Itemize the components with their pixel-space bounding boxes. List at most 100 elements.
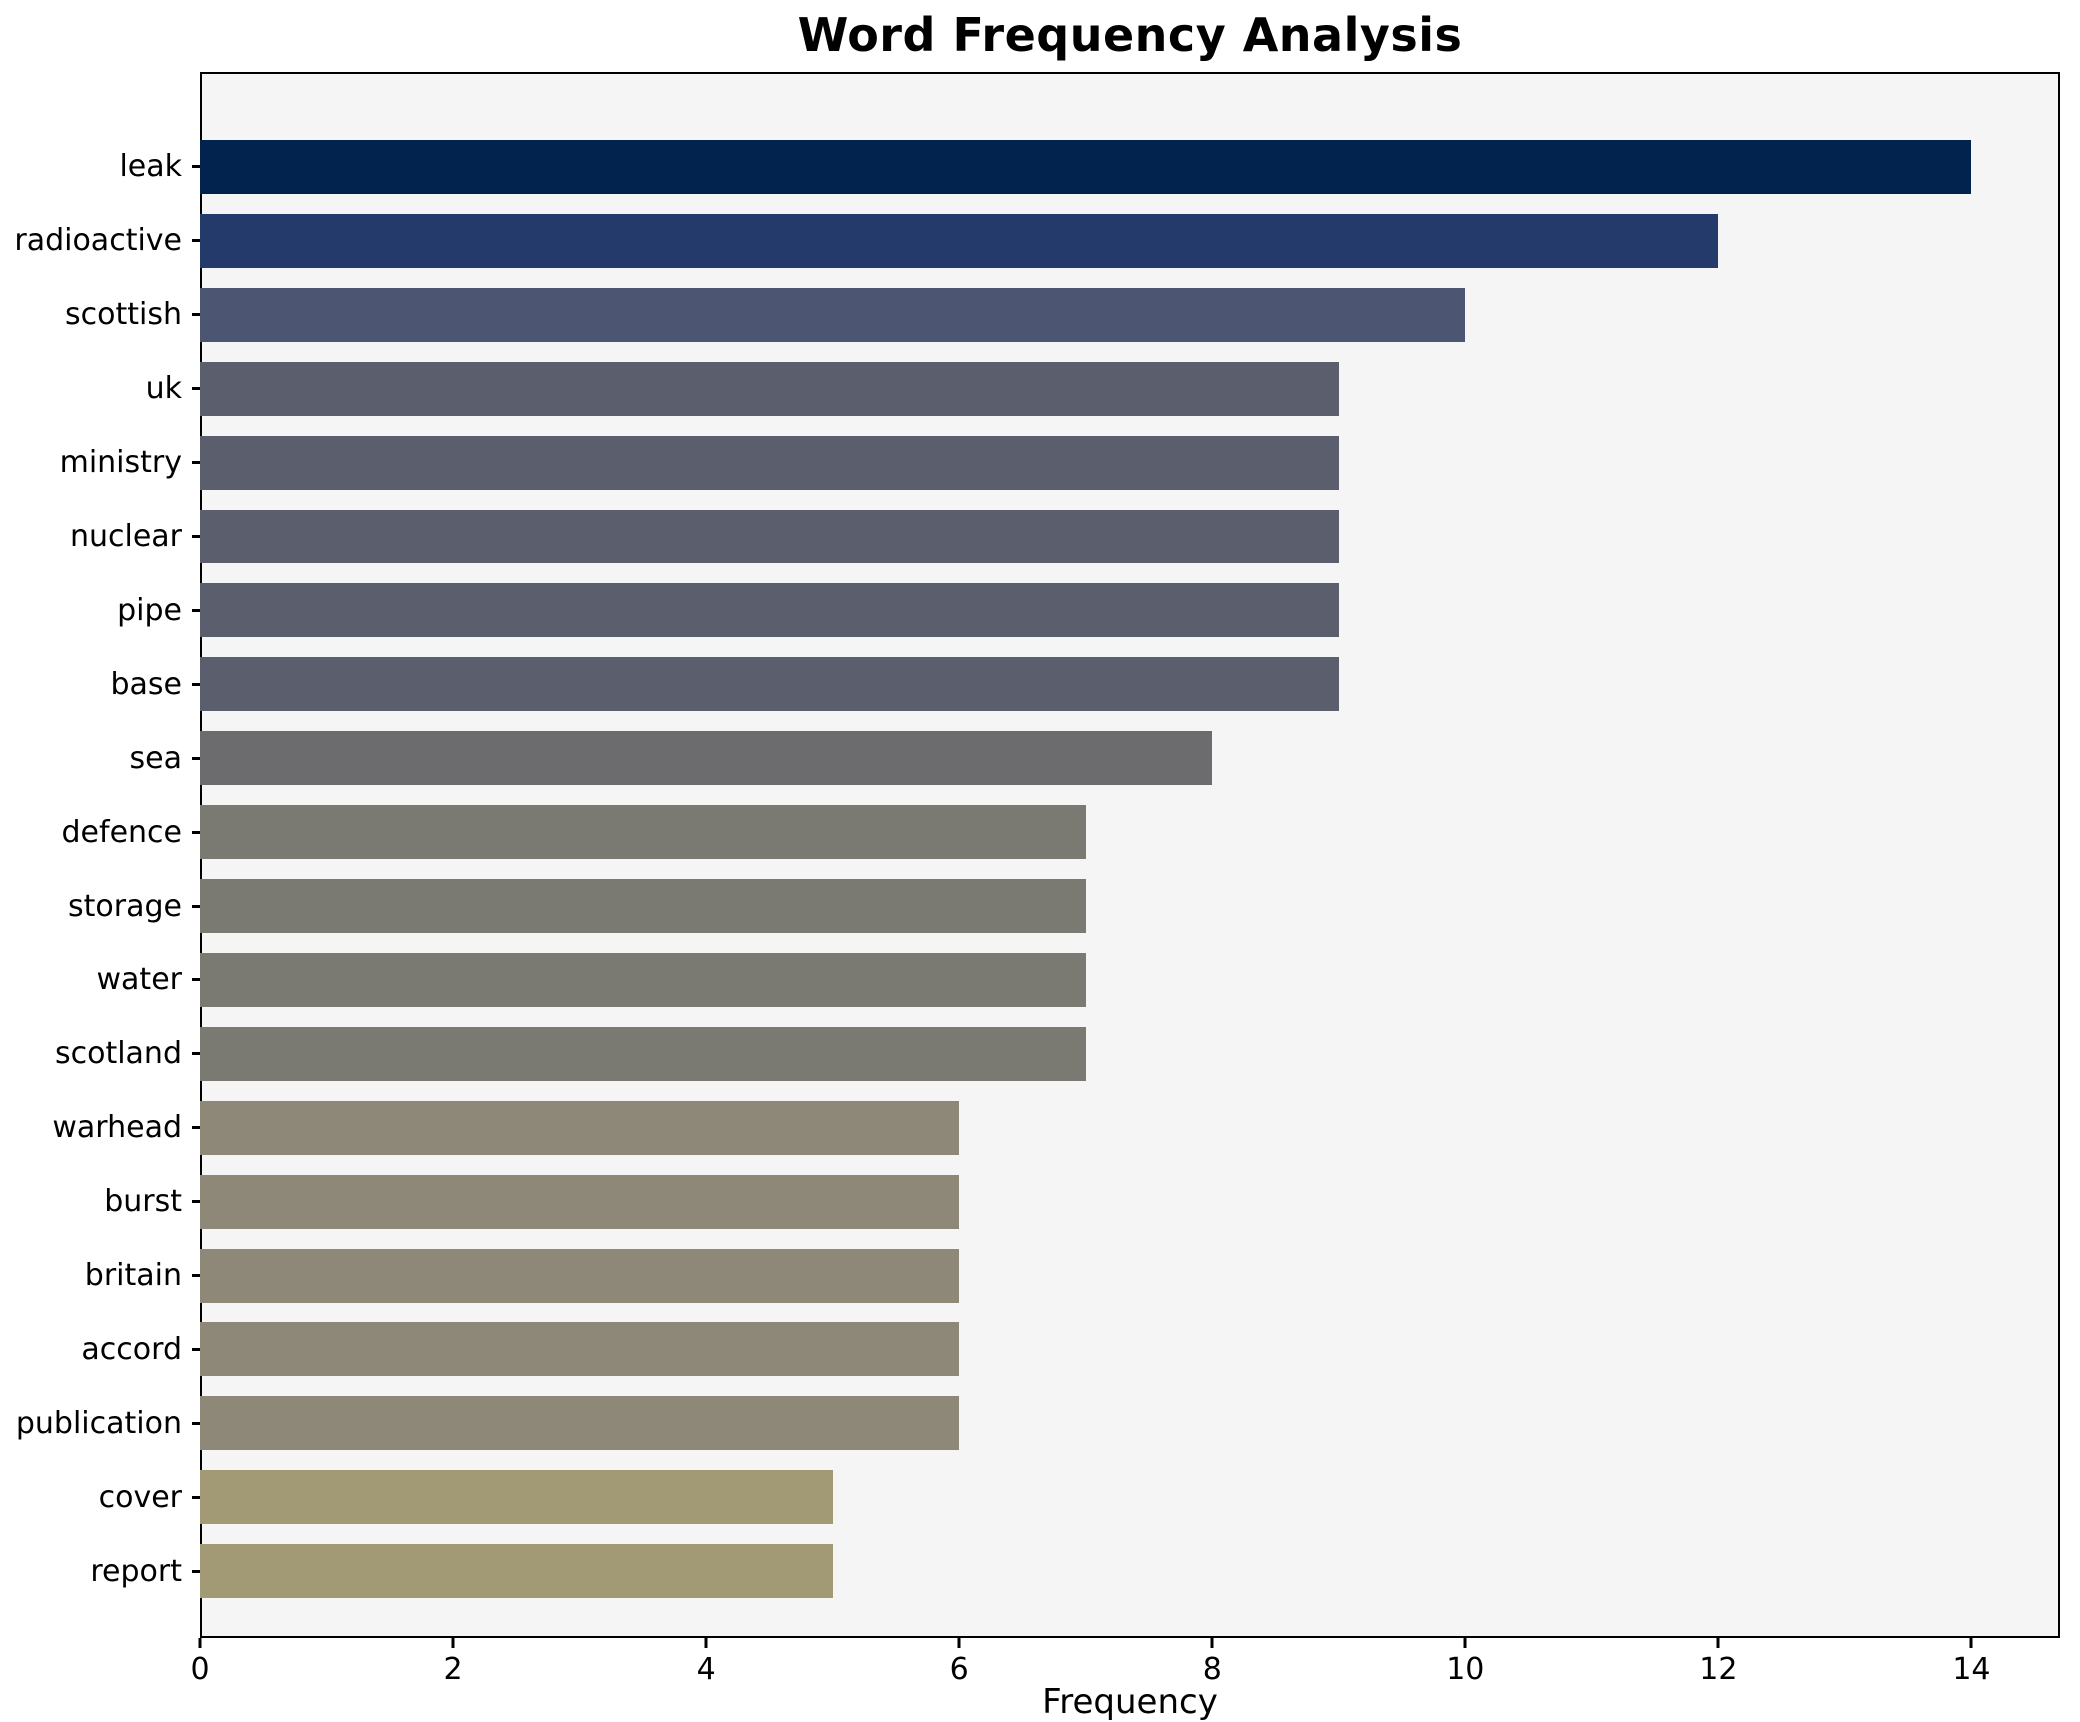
bar-row: base bbox=[0, 647, 2060, 721]
y-tick bbox=[192, 239, 200, 243]
y-tick-label: scottish bbox=[65, 297, 182, 333]
y-tick bbox=[192, 387, 200, 391]
x-tick bbox=[451, 1638, 455, 1648]
y-tick bbox=[192, 461, 200, 465]
bar bbox=[200, 435, 1339, 490]
x-tick-label: 14 bbox=[1952, 1652, 1991, 1687]
bar bbox=[200, 1100, 960, 1155]
y-tick-label: warhead bbox=[52, 1110, 182, 1146]
x-tick bbox=[198, 1638, 202, 1648]
x-tick-label: 2 bbox=[443, 1652, 463, 1687]
y-tick-label: publication bbox=[15, 1405, 182, 1441]
x-tick bbox=[704, 1638, 708, 1648]
x-tick bbox=[957, 1638, 961, 1648]
y-tick-label: storage bbox=[68, 888, 182, 924]
bar-row: publication bbox=[0, 1386, 2060, 1460]
bar-row: radioactive bbox=[0, 204, 2060, 278]
y-tick bbox=[192, 1569, 200, 1573]
bar-row: uk bbox=[0, 352, 2060, 426]
bar bbox=[200, 952, 1086, 1007]
y-tick bbox=[192, 313, 200, 317]
bar-row: scottish bbox=[0, 278, 2060, 352]
y-tick-label: report bbox=[90, 1553, 182, 1589]
y-tick-label: scotland bbox=[54, 1036, 182, 1072]
y-tick-label: nuclear bbox=[69, 518, 182, 554]
x-tick bbox=[1716, 1638, 1720, 1648]
bar-track bbox=[200, 204, 2060, 278]
bar-track bbox=[200, 795, 2060, 869]
bar-row: warhead bbox=[0, 1091, 2060, 1165]
bar-rows: leak radioactive scottish uk ministry nuclear… bbox=[0, 72, 2060, 1638]
x-tick-label: 10 bbox=[1446, 1652, 1485, 1687]
bar bbox=[200, 287, 1466, 342]
bar bbox=[200, 213, 1719, 268]
bar-track bbox=[200, 426, 2060, 500]
bar-track bbox=[200, 869, 2060, 943]
bar bbox=[200, 1470, 833, 1525]
x-axis-label: Frequency bbox=[1042, 1682, 1218, 1722]
y-tick-label: sea bbox=[129, 740, 182, 776]
y-tick-label: cover bbox=[98, 1479, 182, 1515]
bar bbox=[200, 805, 1086, 860]
bar bbox=[200, 657, 1339, 712]
x-tick-label: 0 bbox=[190, 1652, 210, 1687]
x-tick bbox=[1463, 1638, 1467, 1648]
bar-track bbox=[200, 500, 2060, 574]
y-tick-label: water bbox=[96, 962, 182, 998]
bar-row: defence bbox=[0, 795, 2060, 869]
y-tick bbox=[192, 904, 200, 908]
bar bbox=[200, 361, 1339, 416]
bar-track bbox=[200, 721, 2060, 795]
bar-row: pipe bbox=[0, 573, 2060, 647]
bar-row: nuclear bbox=[0, 500, 2060, 574]
bar-track bbox=[200, 1386, 2060, 1460]
y-tick bbox=[192, 1274, 200, 1278]
bar bbox=[200, 509, 1339, 564]
x-tick-label: 6 bbox=[949, 1652, 969, 1687]
bar-row: water bbox=[0, 943, 2060, 1017]
bar-row: sea bbox=[0, 721, 2060, 795]
bar-track bbox=[200, 1165, 2060, 1239]
bar-track bbox=[200, 1460, 2060, 1534]
bar-row: storage bbox=[0, 869, 2060, 943]
bar bbox=[200, 1544, 833, 1599]
bar-track bbox=[200, 1017, 2060, 1091]
y-tick bbox=[192, 1200, 200, 1204]
bar bbox=[200, 731, 1213, 786]
x-tick bbox=[1969, 1638, 1973, 1648]
y-tick bbox=[192, 1052, 200, 1056]
bar-track bbox=[200, 1091, 2060, 1165]
y-tick-label: burst bbox=[104, 1184, 182, 1220]
y-tick bbox=[192, 608, 200, 612]
bar-row: scotland bbox=[0, 1017, 2060, 1091]
bar bbox=[200, 1396, 960, 1451]
x-tick-label: 4 bbox=[696, 1652, 716, 1687]
y-tick bbox=[192, 534, 200, 538]
y-tick bbox=[192, 1347, 200, 1351]
bar bbox=[200, 1026, 1086, 1081]
y-tick bbox=[192, 1421, 200, 1425]
y-tick-label: accord bbox=[81, 1331, 182, 1367]
y-tick-label: britain bbox=[84, 1258, 182, 1294]
chart-title: Word Frequency Analysis bbox=[797, 8, 1463, 62]
bar-row: cover bbox=[0, 1460, 2060, 1534]
y-tick bbox=[192, 1126, 200, 1130]
bar bbox=[200, 1248, 960, 1303]
bar-track bbox=[200, 278, 2060, 352]
bar-track bbox=[200, 130, 2060, 204]
y-tick-label: pipe bbox=[117, 592, 182, 628]
y-tick-label: radioactive bbox=[14, 223, 182, 259]
bar-track bbox=[200, 943, 2060, 1017]
bar bbox=[200, 879, 1086, 933]
y-tick bbox=[192, 1495, 200, 1499]
bar-row: accord bbox=[0, 1313, 2060, 1387]
bar bbox=[200, 1174, 960, 1229]
y-tick-label: base bbox=[110, 666, 182, 702]
bar-track bbox=[200, 573, 2060, 647]
y-tick bbox=[192, 165, 200, 169]
y-tick-label: leak bbox=[119, 149, 182, 185]
bar-row: britain bbox=[0, 1239, 2060, 1313]
bar-row: leak bbox=[0, 130, 2060, 204]
bar-track bbox=[200, 1239, 2060, 1313]
